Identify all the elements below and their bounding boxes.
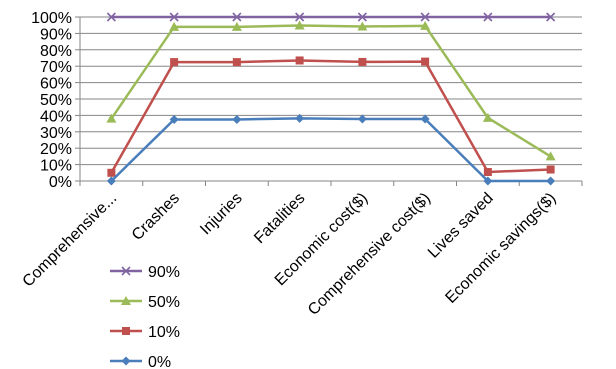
data-point [483,12,493,22]
series-line [110,24,552,158]
data-point [546,176,556,186]
data-point [482,112,493,122]
data-point [294,20,305,30]
y-tick-label: 80% [40,43,72,60]
legend-marker [121,266,131,276]
data-point [232,115,242,124]
marker-stroke [121,266,131,276]
data-point [545,151,556,161]
data-point [421,57,430,66]
data-point [232,12,242,22]
data-point [231,21,242,31]
marker-stroke [420,12,430,22]
data-point [357,114,367,124]
x-tick-label: Crashes [129,190,183,244]
marker-stroke [546,12,556,22]
marker-stroke [295,12,305,22]
data-point [546,12,556,22]
y-tick-label: 20% [40,141,72,158]
marker-stroke [357,12,367,22]
data-point [295,56,304,65]
y-tick-label: 60% [40,76,72,93]
data-point [357,21,368,31]
legend-item: 10% [110,324,180,341]
y-tick-label: 70% [40,59,72,76]
data-point [483,167,492,176]
legend-item: 90% [110,264,180,281]
data-point [295,12,305,22]
series-line [110,59,551,174]
data-point [420,114,430,124]
marker-stroke [232,12,242,22]
legend-label: 50% [148,294,180,311]
x-tick-label: Comprehensive cost($) [305,190,434,319]
y-tick-label: 90% [40,26,72,43]
x-axis: Comprehensive... Crashes Injuries Fatalitie… [20,181,583,319]
data-point [357,12,367,22]
series-10pct [107,56,555,177]
series-line [110,117,551,183]
y-tick-label: 100% [31,10,72,27]
legend-label: 10% [148,324,180,341]
x-tick-label: Economic savings($) [442,190,559,307]
legend: 90% 50% 10% 0% [110,264,180,369]
data-point [420,12,430,22]
legend-marker [122,327,130,335]
data-point [106,12,116,22]
data-point [295,113,305,123]
y-tick-label: 10% [40,158,72,175]
data-point [106,113,117,123]
data-point [106,176,116,186]
legend-marker [121,356,131,366]
marker-stroke [106,12,116,22]
data-point [483,176,493,186]
data-point [232,58,241,67]
series-0pct [106,113,556,186]
y-axis: 0%10%20%30%40%50%60%70%80%90%100% [31,10,80,191]
legend-item: 0% [110,354,171,369]
y-tick-label: 50% [40,92,72,109]
data-point [546,165,555,174]
legend-label: 90% [148,264,180,281]
x-tick-label: Fatalities [251,190,308,247]
marker-stroke [483,12,493,22]
data-point [169,21,180,31]
data-point [169,115,179,124]
data-point [107,168,116,177]
legend-item: 50% [110,294,180,311]
y-tick-label: 30% [40,125,72,142]
data-point [358,57,367,66]
series-50pct [106,20,556,161]
x-tick-label: Comprehensive... [20,190,121,291]
y-tick-label: 40% [40,108,72,125]
data-point [420,20,431,30]
data-point [169,12,179,22]
series-90pct [106,12,556,22]
legend-marker [121,296,131,305]
y-tick-label: 0% [49,174,72,191]
y-gridlines [80,16,582,182]
legend-label: 0% [148,354,171,369]
data-point [170,58,179,67]
marker-stroke [169,12,179,22]
x-tick-label: Injuries [197,190,245,238]
